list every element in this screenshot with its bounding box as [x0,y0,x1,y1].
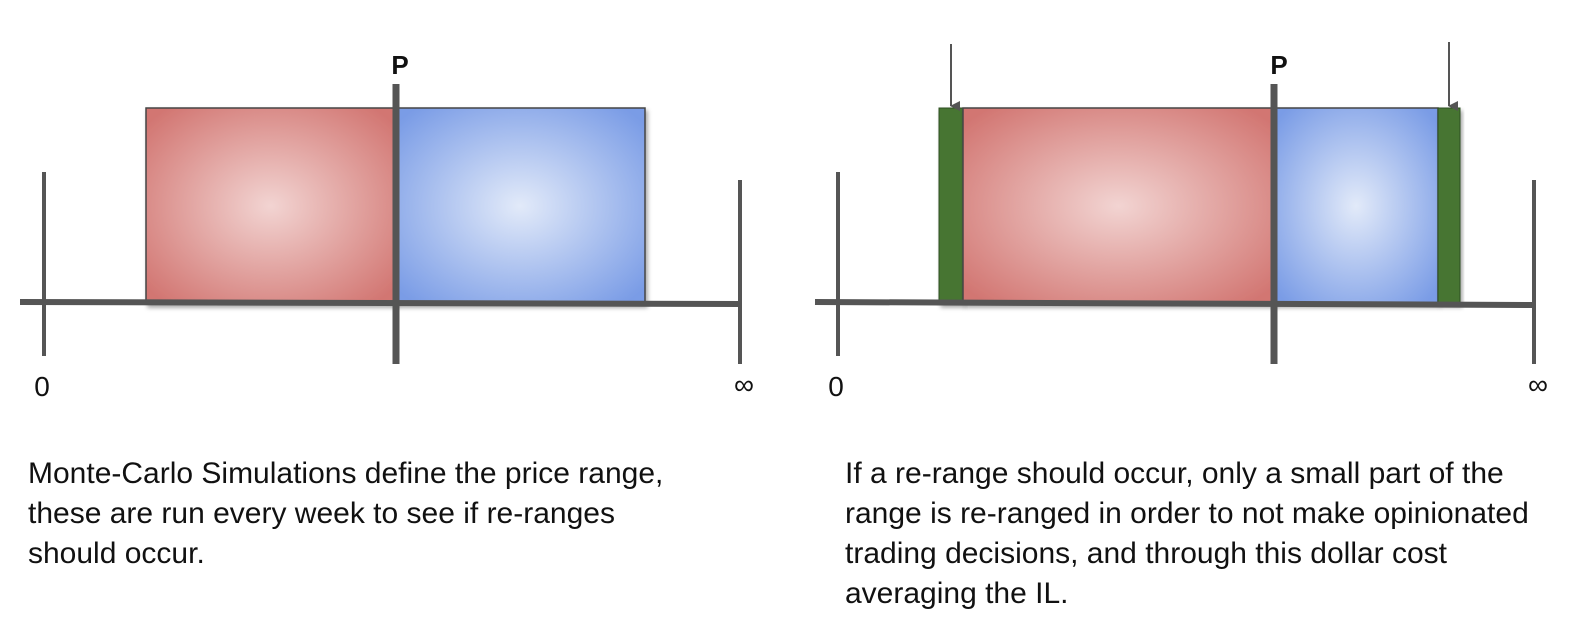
right-green-right-edge [1437,107,1461,305]
right-zero-label: 0 [828,371,844,402]
right-red-range [962,107,1275,305]
left-blue-range [394,107,646,305]
left-zero-label: 0 [34,371,50,402]
left-panel: P 0 ∞ [19,50,754,402]
right-panel: P 0 ∞ [814,42,1548,402]
right-blue-range [1273,107,1439,305]
right-infinity-label: ∞ [1528,369,1548,400]
right-caption: If a re-range should occur, only a small… [845,457,1529,610]
right-green-left-edge [938,107,964,305]
left-red-range [145,107,396,305]
left-price-label: P [391,50,408,80]
left-caption: Monte-Carlo Simulations define the price… [28,457,664,570]
right-price-label: P [1270,50,1287,80]
left-infinity-label: ∞ [734,369,754,400]
right-axis-line [814,299,1535,308]
left-axis-line [19,299,741,307]
